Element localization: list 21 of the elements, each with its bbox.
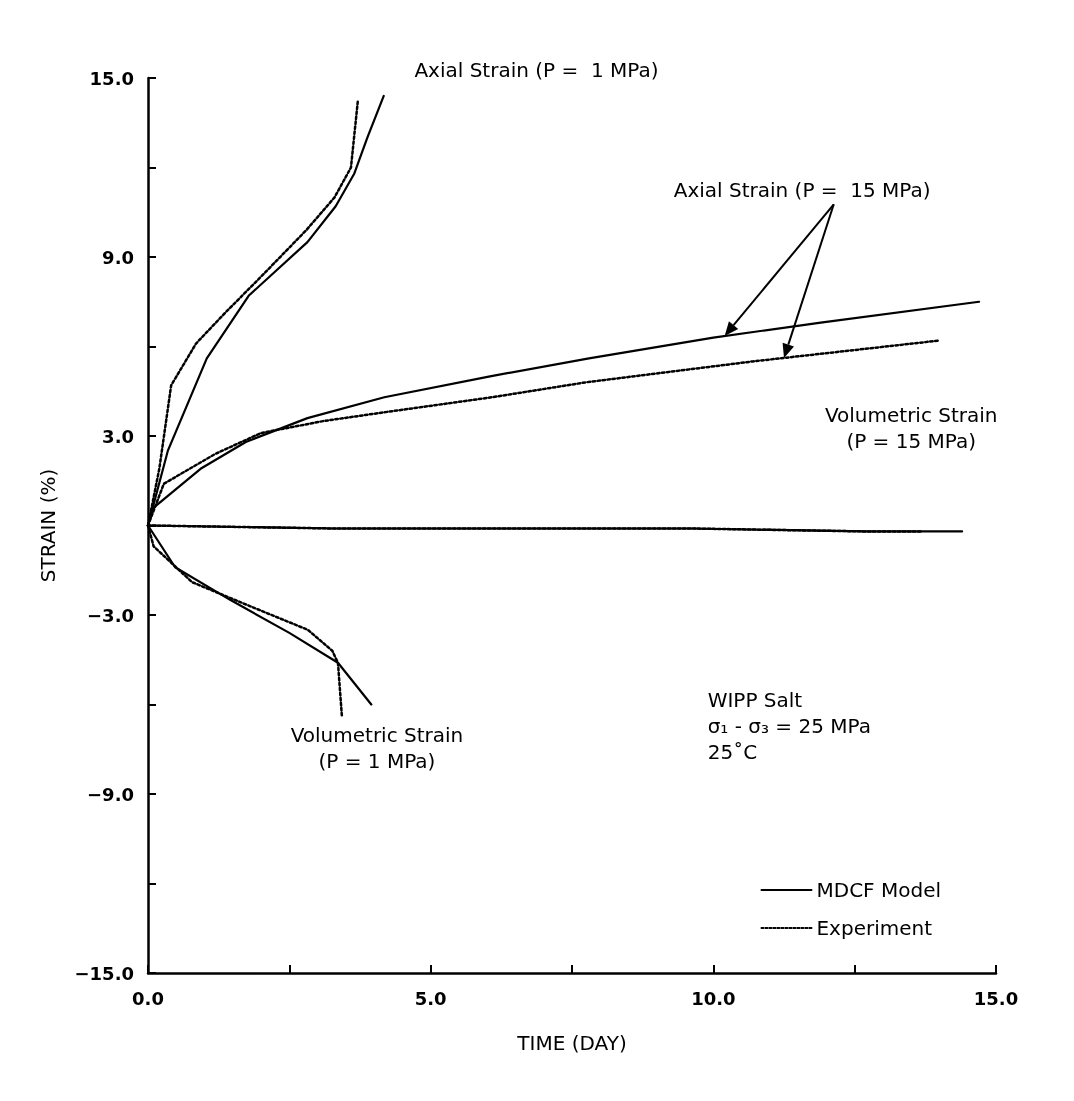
y-tick-label: −3.0 [87,604,134,626]
annotation: Volumetric Strain (P = 1 MPa) [290,723,464,774]
y-axis-title: STRAIN (%) [36,468,60,583]
y-tick-label: 15.0 [89,67,134,89]
annotation: Volumetric Strain (P = 15 MPa) [824,402,998,453]
legend-label: Experiment [816,916,933,940]
x-tick-label: 0.0 [132,987,164,1009]
y-tick-label: −9.0 [87,783,134,805]
annotation: σ₁ - σ₃ = 25 MPa [707,713,871,738]
y-tick-label: 9.0 [102,246,134,268]
x-axis-title: TIME (DAY) [516,1031,627,1055]
y-tick-label: −15.0 [74,962,134,984]
x-tick-label: 10.0 [691,987,736,1009]
annotation: 25˚C [707,739,758,764]
legend-label: MDCF Model [816,878,941,902]
annotation: Axial Strain (P = 1 MPa) [414,57,659,82]
y-tick-label: 3.0 [102,425,134,447]
x-tick-label: 5.0 [414,987,447,1009]
annotation: Axial Strain (P = 15 MPa) [673,178,931,203]
x-tick-label: 15.0 [973,987,1019,1009]
annotation: WIPP Salt [707,687,803,712]
